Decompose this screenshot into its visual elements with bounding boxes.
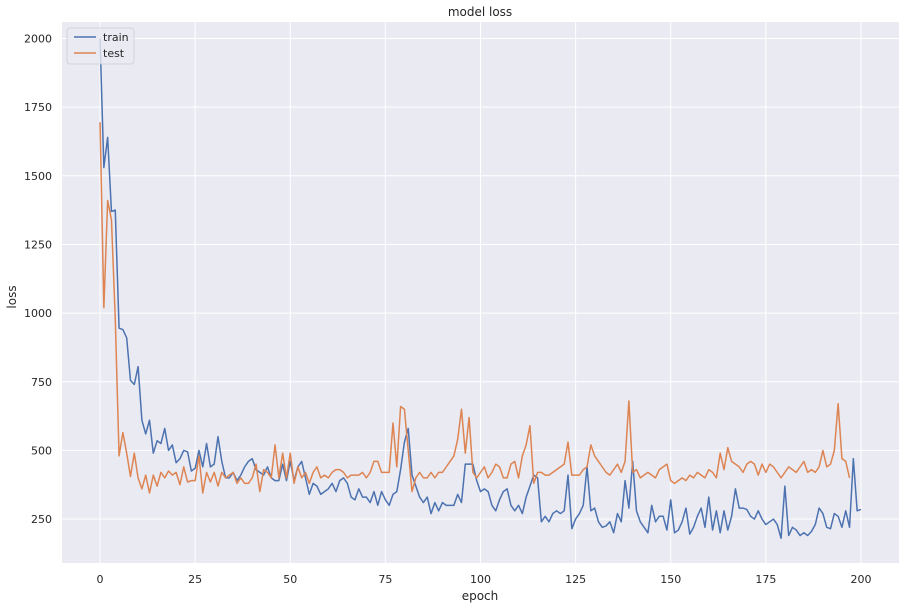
y-tick-label: 1000 — [24, 307, 52, 320]
x-axis-label: epoch — [462, 589, 499, 603]
y-tick-label: 500 — [31, 444, 52, 457]
x-tick-label: 200 — [850, 573, 871, 586]
x-tick-labels: 0 25 50 75 100 125 150 175 200 — [97, 573, 872, 586]
x-tick-label: 75 — [378, 573, 392, 586]
x-tick-label: 0 — [97, 573, 104, 586]
y-tick-label: 2000 — [24, 32, 52, 45]
legend: train test — [66, 27, 135, 65]
x-tick-label: 100 — [470, 573, 491, 586]
x-tick-label: 50 — [283, 573, 297, 586]
grid-lines — [62, 22, 899, 563]
legend-label-test: test — [103, 47, 125, 60]
y-tick-label: 750 — [31, 376, 52, 389]
series-line-test — [99, 122, 851, 494]
y-tick-label: 1500 — [24, 170, 52, 183]
x-tick-label: 150 — [660, 573, 681, 586]
y-tick-labels: 250 500 750 1000 1250 1500 1750 2000 — [24, 32, 52, 526]
x-tick-label: 125 — [565, 573, 586, 586]
legend-label-train: train — [103, 31, 129, 44]
y-tick-label: 1750 — [24, 101, 52, 114]
chart-title: model loss — [448, 5, 512, 19]
series-lines — [99, 38, 862, 540]
x-tick-label: 25 — [188, 573, 202, 586]
x-tick-label: 175 — [755, 573, 776, 586]
y-tick-label: 1250 — [24, 238, 52, 251]
y-tick-label: 250 — [31, 513, 52, 526]
y-axis-label: loss — [5, 285, 19, 308]
